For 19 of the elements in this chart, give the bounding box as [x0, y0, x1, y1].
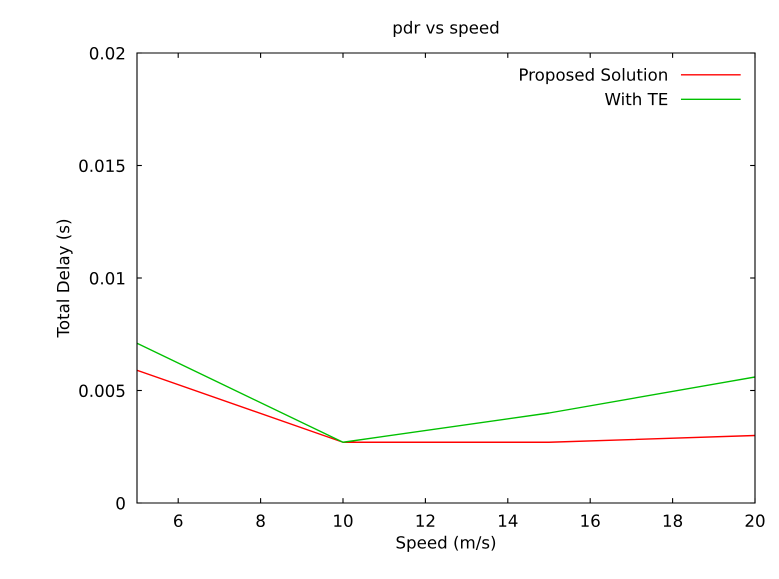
y-tick-label: 0.015 — [79, 159, 124, 172]
y-tick-label: 0 — [116, 496, 125, 510]
x-tick-label: 18 — [664, 514, 682, 528]
x-tick-label: 10 — [334, 514, 352, 528]
x-tick-label: 12 — [416, 514, 434, 527]
chart-title: pdr vs speed — [394, 20, 498, 38]
y-tick-label: 0.005 — [79, 384, 124, 398]
x-tick-label: 6 — [174, 514, 182, 528]
x-tick-label: 16 — [581, 514, 600, 528]
x-axis-title: Speed (m/s) — [396, 536, 496, 552]
y-tick-label: 0.01 — [90, 272, 124, 285]
x-tick-label: 14 — [499, 514, 518, 527]
y-tick-label: 0.02 — [90, 46, 124, 60]
x-tick-label: 8 — [256, 514, 265, 528]
legend-label: With TE — [605, 92, 668, 106]
x-tick-label: 20 — [746, 514, 764, 528]
line-series — [137, 342, 755, 443]
legend-label: Proposed Solution — [520, 68, 667, 84]
y-axis-title: Total Delay (s) — [56, 220, 73, 338]
